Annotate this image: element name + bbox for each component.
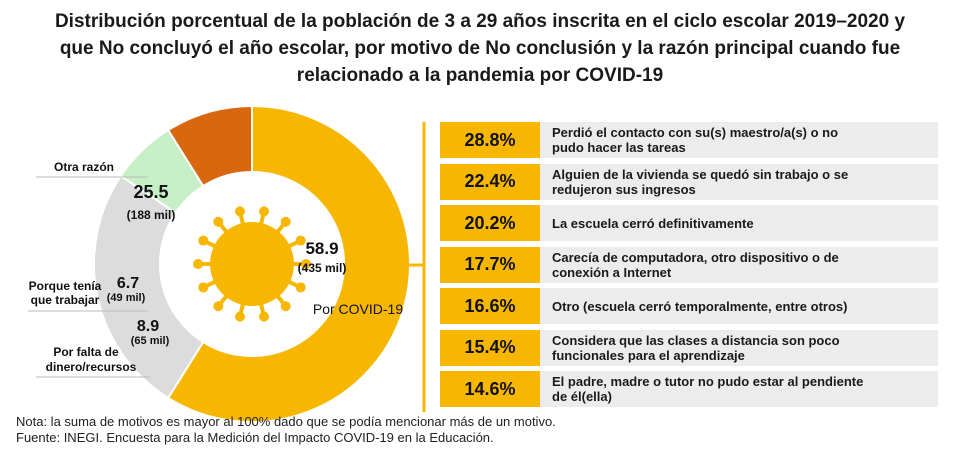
title-line-1: Distribución porcentual de la población … (54, 11, 906, 32)
reason-row: 22.4% Alguien de la vivienda se quedó sin… (440, 163, 938, 200)
value-label-covid: 58.9 (305, 239, 338, 258)
slice-label-covid: Por COVID-19 (313, 301, 403, 317)
reason-text: La escuela cerró definitivamente (552, 215, 754, 231)
reason-row: 16.6% Otro (escuela cerró temporalmente, … (440, 288, 938, 324)
connector-dot (359, 260, 369, 270)
reason-row: 17.7% Carecía de computadora, otro dispos… (440, 246, 938, 283)
reason-text: Perdió el contacto con su(s) maestro/a(s… (552, 125, 839, 155)
count-label-covid: (435 mil) (298, 261, 347, 275)
reason-text: Alguien de la vivienda se quedó sin trab… (552, 166, 849, 197)
reason-text: Otro (escuela cerró temporalmente, entre… (552, 298, 848, 314)
source-text: Fuente: INEGI. Encuesta para la Medición… (16, 430, 494, 445)
reason-row: 20.2% La escuela cerró definitivamente (440, 205, 938, 241)
chart-title: Distribución porcentual de la población … (10, 8, 950, 89)
count-label-trabajar: (49 mil) (107, 292, 146, 304)
count-label-dinero: (65 mil) (131, 335, 170, 347)
title-line-2: que No concluyó el año escolar, por moti… (59, 38, 901, 59)
slice-dinero (166, 104, 253, 188)
reason-percentage: 22.4% (440, 163, 540, 200)
reason-text: Carecía de computadora, otro dispositivo… (552, 249, 839, 280)
reason-percentage: 28.8% (440, 122, 540, 158)
reason-row: 28.8% Perdió el contacto con su(s) maestr… (440, 122, 938, 158)
reason-row: 14.6% El padre, madre o tutor no pudo est… (440, 371, 938, 407)
notes: Nota: la suma de motivos es mayor al 100… (16, 414, 556, 446)
slice-otra-razon (93, 174, 205, 400)
reason-percentage: 16.6% (440, 288, 540, 324)
slice-label-trabajar-1: Porque tenía (29, 279, 102, 293)
reason-text: El padre, madre o tutor no pudo estar al… (552, 374, 864, 404)
reason-list: 28.8% Perdió el contacto con su(s) maestr… (440, 122, 938, 412)
slice-covid (166, 104, 411, 423)
slice-label-dinero-1: Por falta de (53, 345, 119, 359)
reason-percentage: 15.4% (440, 329, 540, 366)
note-text: Nota: la suma de motivos es mayor al 100… (16, 414, 556, 429)
value-label-otra: 25.5 (133, 182, 168, 202)
value-label-dinero: 8.9 (137, 318, 159, 335)
slice-label-dinero-2: dinero/recursos (46, 360, 137, 374)
slice-label-otra: Otra razón (54, 160, 114, 174)
reason-row: 15.4% Considera que las clases a distanci… (440, 329, 938, 366)
reason-percentage: 17.7% (440, 246, 540, 283)
slice-label-trabajar-2: que trabajar (31, 293, 100, 307)
reason-percentage: 20.2% (440, 205, 540, 241)
reason-percentage: 14.6% (440, 371, 540, 407)
reason-text: Considera que las clases a distancia son… (552, 332, 840, 363)
title-line-3: relacionado a la pandemia por COVID-19 (296, 65, 664, 86)
count-label-otra: (188 mil) (127, 208, 176, 222)
value-label-trabajar: 6.7 (117, 275, 139, 292)
virus-icon (164, 176, 340, 352)
